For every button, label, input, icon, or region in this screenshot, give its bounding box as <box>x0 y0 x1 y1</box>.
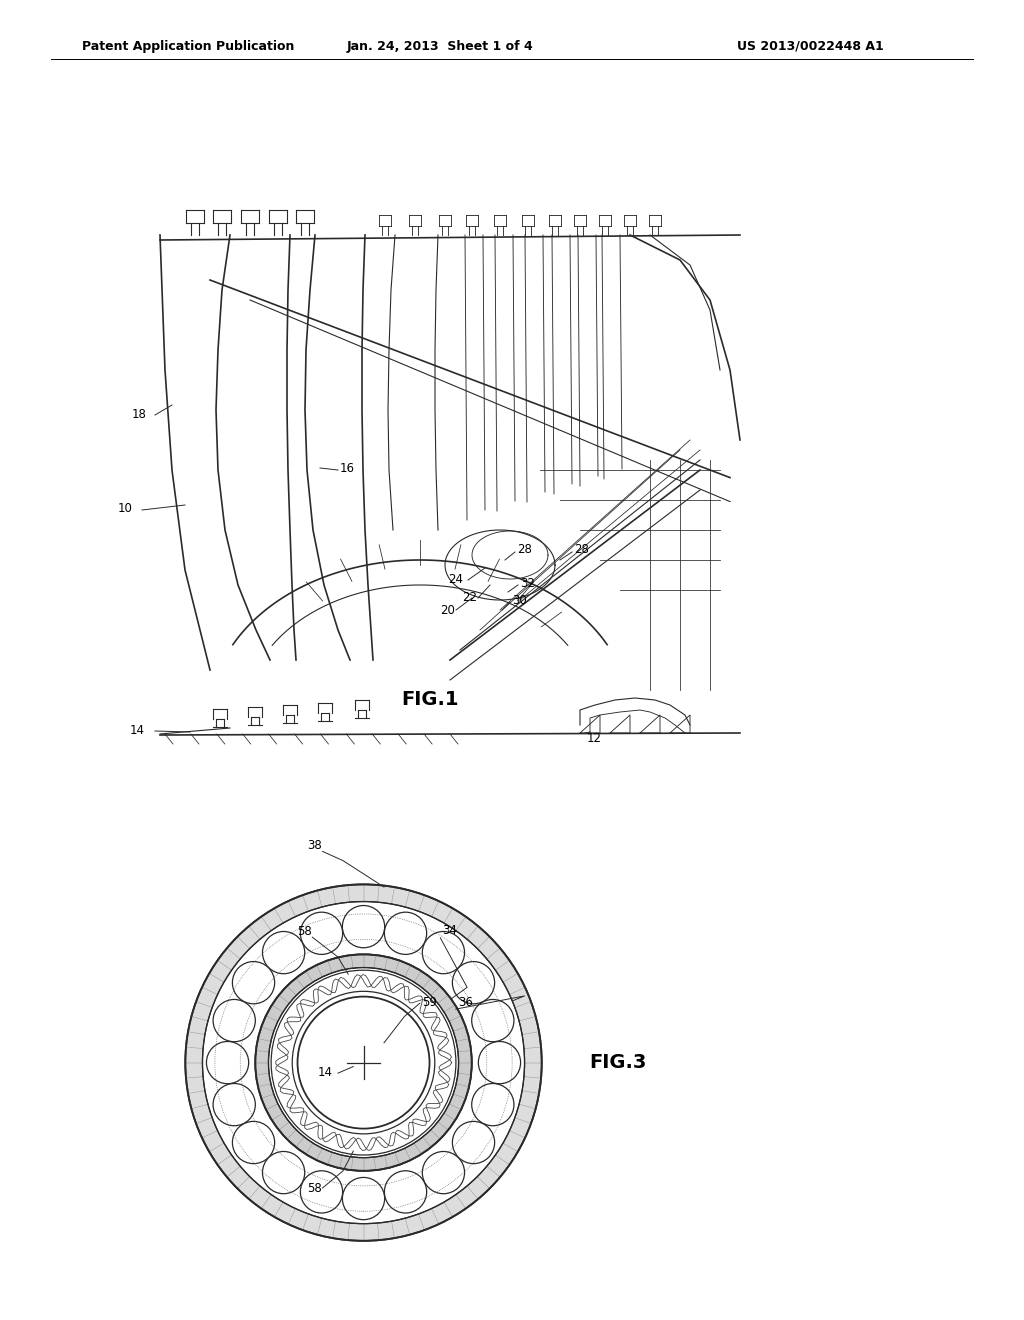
Circle shape <box>300 1171 343 1213</box>
Circle shape <box>453 961 495 1003</box>
Text: 38: 38 <box>307 838 322 851</box>
Text: 16: 16 <box>340 462 355 475</box>
Circle shape <box>298 997 429 1129</box>
Text: 34: 34 <box>442 924 458 937</box>
Circle shape <box>478 1041 520 1084</box>
Circle shape <box>232 961 274 1003</box>
Text: 14: 14 <box>130 723 145 737</box>
Circle shape <box>213 999 255 1041</box>
Text: 28: 28 <box>574 543 589 556</box>
Circle shape <box>203 902 524 1224</box>
Text: FIG.1: FIG.1 <box>401 690 459 709</box>
Text: 36: 36 <box>458 997 473 1010</box>
Circle shape <box>422 932 465 974</box>
Text: US 2013/0022448 A1: US 2013/0022448 A1 <box>737 40 884 53</box>
Text: 58: 58 <box>297 924 311 937</box>
Text: 18: 18 <box>132 408 146 421</box>
Text: 28: 28 <box>517 543 531 556</box>
Circle shape <box>453 1122 495 1164</box>
Text: 30: 30 <box>512 594 526 607</box>
Circle shape <box>255 954 472 1171</box>
Text: 22: 22 <box>462 591 477 605</box>
Circle shape <box>300 912 343 954</box>
Text: 14: 14 <box>317 1065 333 1078</box>
Circle shape <box>472 1084 514 1126</box>
Circle shape <box>232 1122 274 1164</box>
Circle shape <box>422 1151 465 1193</box>
Circle shape <box>342 906 385 948</box>
Circle shape <box>262 932 305 974</box>
Text: 10: 10 <box>118 502 133 515</box>
Circle shape <box>268 968 459 1158</box>
Circle shape <box>207 1041 249 1084</box>
Circle shape <box>384 912 427 954</box>
Text: 20: 20 <box>440 605 455 616</box>
Text: Jan. 24, 2013  Sheet 1 of 4: Jan. 24, 2013 Sheet 1 of 4 <box>347 40 534 53</box>
Text: Patent Application Publication: Patent Application Publication <box>82 40 294 53</box>
Circle shape <box>384 1171 427 1213</box>
Circle shape <box>262 1151 305 1193</box>
Text: 24: 24 <box>449 573 463 586</box>
Circle shape <box>185 884 542 1241</box>
Text: 12: 12 <box>587 733 602 744</box>
Text: 59: 59 <box>422 995 437 1008</box>
Circle shape <box>213 1084 255 1126</box>
Circle shape <box>342 1177 385 1220</box>
Text: 58: 58 <box>307 1181 322 1195</box>
Text: 32: 32 <box>520 577 535 590</box>
Circle shape <box>472 999 514 1041</box>
Text: FIG.3: FIG.3 <box>589 1053 646 1072</box>
